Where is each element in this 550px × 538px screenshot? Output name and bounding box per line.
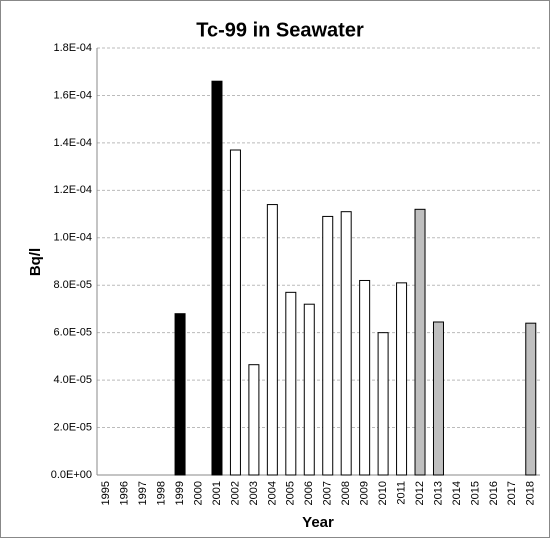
x-tick-label: 2007 <box>322 481 334 505</box>
bar <box>340 211 352 476</box>
x-tick-label: 1995 <box>100 481 112 505</box>
bar <box>285 291 297 476</box>
bar <box>266 204 278 476</box>
chart-title: Tc-99 in Seawater <box>196 19 364 41</box>
x-tick-label: 2001 <box>211 481 223 505</box>
bar <box>359 279 371 476</box>
x-tick-label: 2000 <box>192 481 204 505</box>
x-tick-label: 2009 <box>359 481 371 505</box>
y-tick-label: 2.0E-05 <box>53 421 92 433</box>
x-tick-label: 2002 <box>229 481 241 505</box>
y-tick-label: 4.0E-05 <box>53 374 92 386</box>
bar <box>229 149 241 476</box>
bar <box>248 364 260 476</box>
x-tick-label: 2011 <box>395 481 407 505</box>
x-tick-label: 2012 <box>414 481 426 505</box>
y-tick-label: 1.8E-04 <box>53 42 92 54</box>
y-tick-label: 8.0E-05 <box>53 279 92 291</box>
x-tick-label: 1998 <box>156 481 168 505</box>
y-axis-title: Bq/l <box>27 248 44 276</box>
x-tick-label: 1996 <box>119 481 131 505</box>
x-tick-label: 2016 <box>488 481 500 505</box>
x-tick-label: 2018 <box>525 481 537 505</box>
y-tick-label: 0.0E+00 <box>51 469 92 481</box>
x-tick-label: 2008 <box>340 481 352 505</box>
x-tick-label: 2014 <box>451 481 463 505</box>
y-tick-label: 1.2E-04 <box>53 184 92 196</box>
x-tick-label: 1999 <box>174 481 186 505</box>
bar <box>396 282 408 476</box>
x-tick-label: 2006 <box>303 481 315 505</box>
y-tick-label: 6.0E-05 <box>53 327 92 339</box>
y-tick-label: 1.6E-04 <box>53 89 92 101</box>
x-tick-label: 2010 <box>377 481 389 505</box>
x-tick-label: 2015 <box>469 481 481 505</box>
bar <box>414 208 426 476</box>
bar <box>525 322 537 476</box>
bar <box>377 332 389 476</box>
bar <box>211 80 223 476</box>
y-tick-label: 1.4E-04 <box>53 137 92 149</box>
y-tick-label: 1.0E-04 <box>53 232 92 244</box>
x-tick-label: 1997 <box>137 481 149 505</box>
bar <box>174 313 186 476</box>
x-tick-label: 2003 <box>248 481 260 505</box>
x-tick-label: 2013 <box>432 481 444 505</box>
x-tick-label: 2017 <box>506 481 518 505</box>
x-tick-label: 2004 <box>266 481 278 505</box>
bar <box>432 321 444 476</box>
bar <box>303 303 315 476</box>
x-axis-title: Year <box>302 514 334 531</box>
x-tick-label: 2005 <box>285 481 297 505</box>
bar <box>322 215 334 476</box>
